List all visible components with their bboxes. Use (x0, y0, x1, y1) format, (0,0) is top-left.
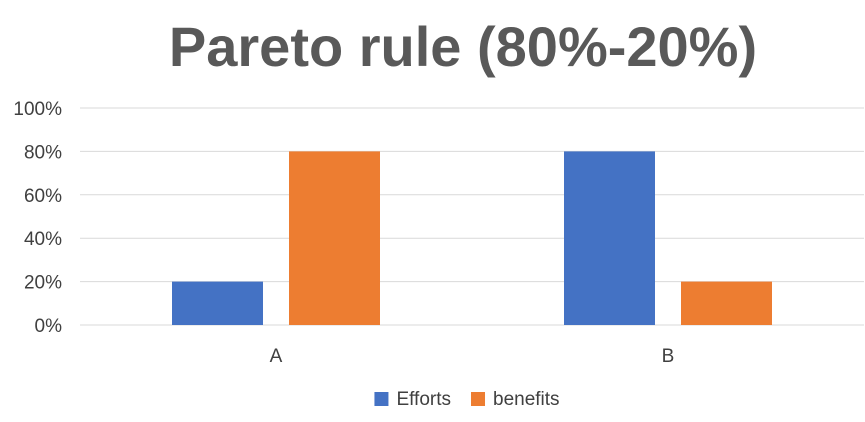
legend-item-benefits: benefits (471, 389, 560, 410)
legend: Efforts benefits (374, 389, 560, 410)
y-tick-label: 40% (24, 229, 62, 250)
chart-title: Pareto rule (80%-20%) (169, 15, 757, 78)
legend-swatch (374, 392, 389, 406)
bar-a-efforts (172, 281, 263, 325)
y-tick-label: 0% (35, 316, 63, 337)
bar-a-benefits (289, 151, 380, 325)
bar-b-efforts (564, 151, 655, 325)
y-axis-ticks: 0% 20% 40% 60% 80% 100% (13, 99, 62, 337)
legend-label: Efforts (396, 389, 451, 410)
y-tick-label: 60% (24, 186, 62, 207)
x-category-label: B (662, 346, 675, 367)
x-category-label: A (270, 346, 283, 367)
bars (172, 151, 772, 325)
y-tick-label: 20% (24, 273, 62, 294)
legend-label: benefits (493, 389, 560, 410)
bar-b-benefits (681, 281, 772, 325)
y-tick-label: 80% (24, 142, 62, 163)
legend-swatch (471, 392, 486, 406)
legend-item-efforts: Efforts (374, 389, 451, 410)
y-tick-label: 100% (13, 99, 62, 120)
